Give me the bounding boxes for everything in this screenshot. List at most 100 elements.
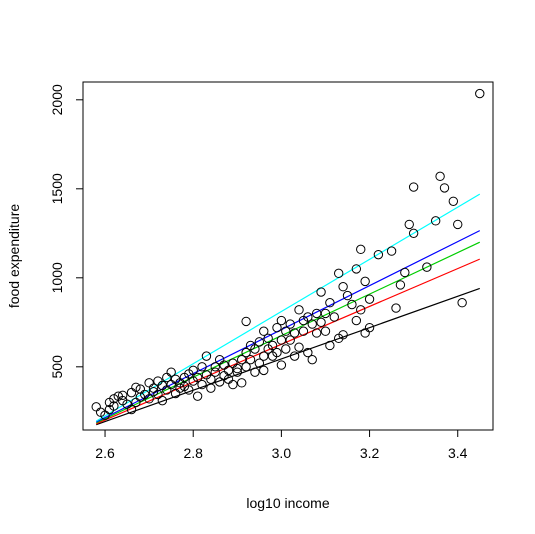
data-point (210, 367, 220, 377)
data-point (232, 367, 243, 377)
data-point (214, 377, 225, 387)
data-point (259, 326, 269, 336)
data-point (329, 312, 339, 322)
data-point (320, 326, 331, 336)
data-point (303, 312, 313, 322)
data-point (206, 374, 216, 384)
data-point (294, 342, 304, 352)
data-point (356, 244, 366, 255)
data-point (197, 379, 207, 390)
data-point (386, 246, 397, 256)
data-point (232, 363, 243, 374)
data-point (276, 335, 287, 345)
data-point (192, 372, 203, 383)
data-point (245, 354, 256, 365)
fit-line-3 (95, 230, 481, 423)
data-point (303, 347, 313, 358)
data-point (254, 358, 265, 368)
data-point (259, 365, 269, 376)
data-point (475, 88, 485, 99)
data-point (157, 395, 168, 406)
fit-line-0 (96, 287, 480, 426)
y-tick-label: 1500 (49, 173, 65, 204)
data-point (281, 326, 291, 336)
data-point (338, 282, 348, 292)
data-point (325, 298, 335, 308)
plot-border (82, 81, 494, 431)
x-tick-label: 3.4 (448, 445, 468, 461)
data-point (192, 391, 203, 401)
data-point (148, 383, 159, 393)
data-point (131, 382, 141, 392)
fit-line-1 (95, 258, 481, 425)
data-point (347, 299, 357, 310)
data-point (267, 340, 278, 351)
data-point (360, 276, 370, 287)
fit-line-4 (95, 193, 481, 422)
data-point (408, 182, 419, 192)
data-point (333, 268, 344, 279)
data-point (272, 347, 282, 358)
data-point (294, 305, 304, 315)
data-point (457, 298, 467, 308)
x-tick-label: 3.2 (360, 445, 380, 461)
data-point (237, 378, 247, 388)
data-point (316, 287, 326, 297)
data-point (448, 196, 459, 206)
data-point (263, 333, 273, 344)
x-tick-label: 2.8 (183, 445, 203, 461)
data-point (298, 326, 309, 336)
data-point (356, 305, 366, 315)
data-point (439, 183, 450, 193)
data-point (408, 228, 419, 239)
y-tick-label: 1000 (49, 262, 65, 293)
data-point (250, 344, 260, 354)
data-point (285, 335, 295, 345)
data-point (351, 315, 362, 326)
data-point (175, 383, 185, 393)
data-point (188, 365, 198, 376)
data-point (395, 280, 406, 290)
data-point (144, 394, 154, 404)
data-point (281, 344, 291, 354)
regression-lines (95, 193, 481, 426)
data-point (289, 351, 300, 361)
data-point (316, 317, 326, 328)
data-point (338, 330, 348, 340)
data-point (360, 328, 370, 338)
data-point (109, 401, 119, 411)
data-point (404, 219, 414, 230)
data-point (241, 316, 251, 327)
x-axis: 2.6 2.8 3.0 3.2 3.4 (95, 429, 468, 461)
data-point (197, 362, 207, 372)
data-point (228, 379, 238, 390)
data-point (91, 402, 101, 412)
data-point (184, 385, 194, 395)
data-point (254, 337, 265, 347)
data-point (364, 322, 375, 333)
data-point (435, 171, 445, 182)
data-point (364, 294, 375, 304)
y-tick-label: 2000 (49, 84, 65, 115)
data-point (126, 404, 137, 415)
x-axis-label: log10 income (246, 495, 329, 511)
data-point (307, 319, 317, 329)
y-tick-label: 500 (49, 355, 65, 379)
x-tick-label: 2.6 (95, 445, 115, 461)
data-point (285, 319, 295, 329)
data-point (241, 347, 251, 358)
data-point (276, 315, 287, 326)
data-point (272, 322, 282, 333)
data-point (276, 360, 287, 370)
data-point (311, 328, 322, 338)
data-point (391, 303, 401, 313)
data-point (289, 328, 300, 338)
data-point (351, 264, 362, 274)
data-point (201, 351, 212, 361)
data-point (153, 389, 163, 400)
data-point (320, 308, 331, 319)
data-point (223, 365, 234, 376)
data-point (166, 367, 176, 377)
fit-line-2 (95, 241, 481, 424)
